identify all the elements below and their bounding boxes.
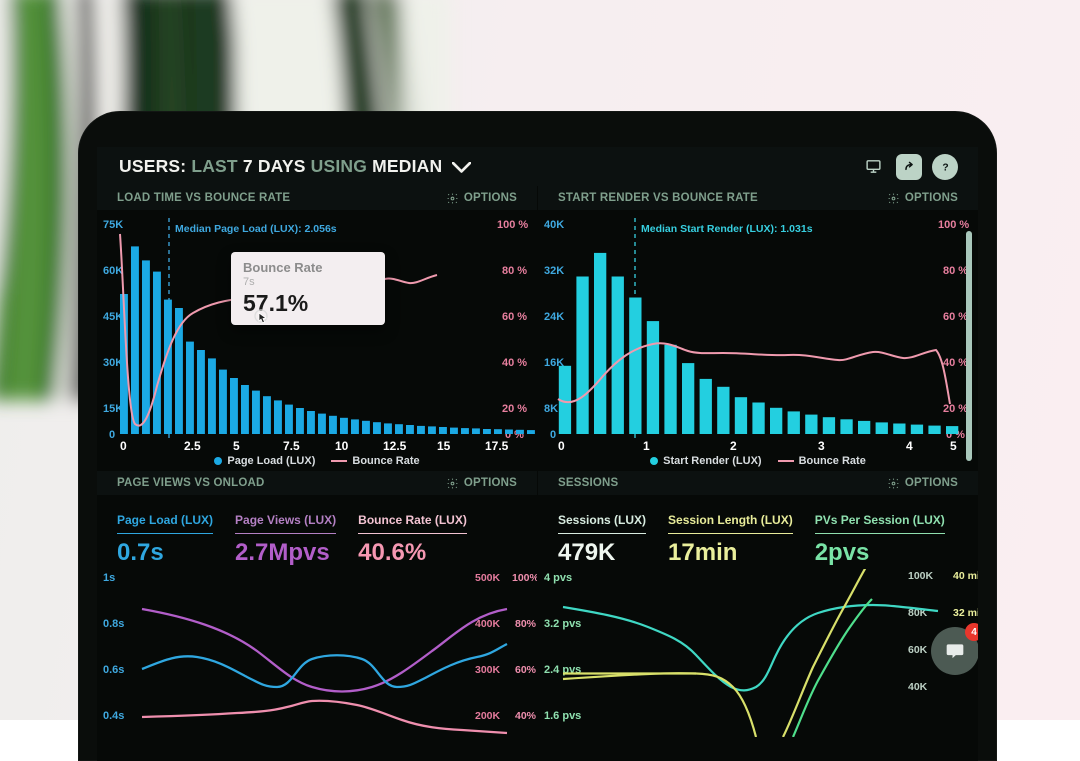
svg-text:60K: 60K	[103, 265, 123, 277]
svg-text:100 %: 100 %	[938, 219, 969, 231]
svg-text:Median Page Load (LUX): 2.056s: Median Page Load (LUX): 2.056s	[175, 223, 337, 235]
svg-text:100 %: 100 %	[497, 219, 528, 231]
svg-text:40 %: 40 %	[943, 357, 968, 369]
svg-text:40 %: 40 %	[502, 357, 527, 369]
svg-text:20 %: 20 %	[943, 403, 968, 415]
svg-text:40 min: 40 min	[953, 570, 978, 582]
svg-text:0.4s: 0.4s	[103, 710, 124, 722]
svg-text:400K: 400K	[475, 618, 501, 630]
svg-text:0: 0	[550, 429, 556, 441]
svg-text:300K: 300K	[475, 664, 501, 676]
svg-text:0: 0	[109, 429, 115, 441]
svg-text:75K: 75K	[103, 219, 123, 231]
svg-text:200K: 200K	[475, 710, 501, 722]
svg-text:100K: 100K	[908, 570, 934, 582]
svg-text:80 %: 80 %	[943, 265, 968, 277]
svg-text:40K: 40K	[908, 681, 928, 693]
svg-text:60 %: 60 %	[502, 311, 527, 323]
svg-text:40%: 40%	[515, 710, 537, 722]
svg-text:500K: 500K	[475, 572, 501, 584]
svg-text:1.6 pvs: 1.6 pvs	[544, 710, 581, 722]
svg-text:3.2 pvs: 3.2 pvs	[544, 618, 581, 630]
svg-text:8K: 8K	[544, 403, 558, 415]
svg-text:32K: 32K	[544, 265, 564, 277]
svg-text:0.8s: 0.8s	[103, 618, 124, 630]
svg-text:60%: 60%	[515, 664, 537, 676]
svg-text:32 min: 32 min	[953, 607, 978, 619]
svg-text:60K: 60K	[908, 644, 928, 656]
svg-text:60 %: 60 %	[943, 311, 968, 323]
svg-text:4 pvs: 4 pvs	[544, 572, 572, 584]
svg-text:Median Start Render (LUX): 1.0: Median Start Render (LUX): 1.031s	[641, 223, 813, 235]
svg-text:20 %: 20 %	[502, 403, 527, 415]
svg-text:1s: 1s	[103, 572, 115, 584]
svg-text:?: ?	[942, 162, 948, 173]
svg-text:24K: 24K	[544, 311, 564, 323]
svg-text:100%: 100%	[512, 572, 537, 584]
svg-text:80%: 80%	[515, 618, 537, 630]
svg-text:40K: 40K	[544, 219, 564, 231]
svg-text:80 %: 80 %	[502, 265, 527, 277]
svg-text:0.6s: 0.6s	[103, 664, 124, 676]
